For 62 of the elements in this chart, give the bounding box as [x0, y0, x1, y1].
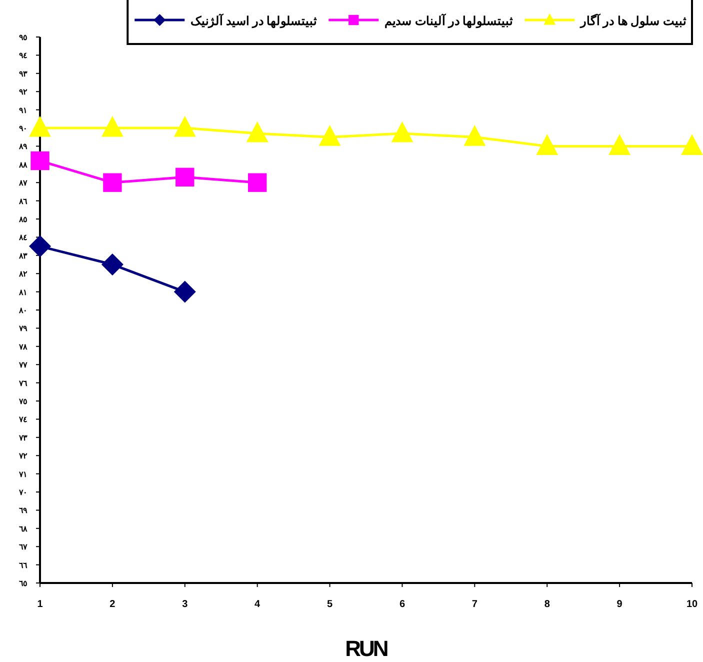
point	[681, 134, 703, 155]
y-tick-label: ٨١	[18, 288, 27, 297]
y-tick-label: ٧٧	[18, 360, 28, 370]
x-tick-label: 2	[110, 599, 116, 610]
y-tick-label: ٨٢	[18, 270, 28, 279]
legend-label: ثبیتسلولها در اسید آلژنیک	[190, 12, 318, 29]
point	[536, 134, 558, 155]
y-tick-label: ٩٥	[19, 33, 27, 42]
x-tick-label: 6	[399, 599, 406, 610]
y-tick-label: ٨٨	[18, 160, 28, 170]
x-tick-label: 5	[326, 599, 333, 610]
point	[174, 116, 196, 137]
point	[391, 121, 414, 142]
point	[464, 125, 486, 146]
y-tick-label: ٨٥	[18, 215, 27, 224]
y-tick-label: ٨٤	[18, 233, 27, 242]
x-tick-label: 10	[686, 599, 698, 610]
point	[101, 116, 124, 137]
x-tick-label: 1	[37, 599, 44, 610]
y-tick-label: ٦٥	[19, 579, 27, 588]
point	[29, 116, 51, 137]
y-tick-label: ٧١	[18, 470, 27, 479]
y-tick-label: ٨٠	[18, 306, 27, 315]
y-tick-label: ٧٦	[18, 378, 28, 388]
y-tick-label: ٦٧	[19, 542, 28, 552]
y-tick-label: ٩٠	[19, 124, 27, 133]
point	[248, 173, 267, 192]
y-tick-label: ٧٤	[18, 415, 27, 424]
y-tick-label: ٧٩	[18, 324, 28, 334]
x-tick-label: 4	[254, 599, 261, 610]
x-tick-label: 3	[182, 599, 188, 610]
x-tick-label: 7	[472, 599, 478, 610]
y-tick-label: ٩٢	[19, 88, 28, 97]
y-tick-label: ٦٩	[19, 506, 28, 516]
point	[318, 125, 341, 146]
y-tick-label: ٧٨	[18, 342, 28, 352]
point	[101, 254, 124, 276]
point	[174, 280, 196, 303]
y-tick-label: ٦٨	[19, 524, 28, 534]
point	[29, 235, 51, 258]
y-tick-label: ٦٦	[19, 560, 28, 570]
y-tick-label: ٨٧	[18, 178, 28, 188]
x-axis-title: RUN	[345, 636, 388, 661]
point	[246, 121, 268, 142]
y-tick-label: ٧٣	[18, 433, 28, 442]
x-tick-label: 9	[616, 599, 623, 610]
point	[103, 173, 122, 192]
x-tick-label: 8	[544, 599, 550, 610]
y-tick-label: ٧٠	[18, 488, 27, 497]
y-tick-label: ٧٥	[18, 397, 27, 406]
point	[30, 151, 50, 170]
y-tick-label: ٨٩	[18, 142, 28, 152]
point	[608, 134, 631, 155]
y-tick-label: ٩٤	[19, 51, 27, 60]
y-tick-label: ٨٦	[18, 196, 28, 206]
legend-label: ثبیتسلولها در آلینات سدیم	[384, 12, 514, 29]
y-tick-label: ٧٢	[18, 452, 28, 461]
y-tick-label: ٩٣	[19, 69, 28, 78]
y-tick-label: ٨٣	[18, 251, 28, 260]
legend-label: ثبیت سلول ها در آگار	[580, 12, 687, 29]
point	[176, 168, 194, 186]
y-tick-label: ٩١	[19, 106, 27, 115]
